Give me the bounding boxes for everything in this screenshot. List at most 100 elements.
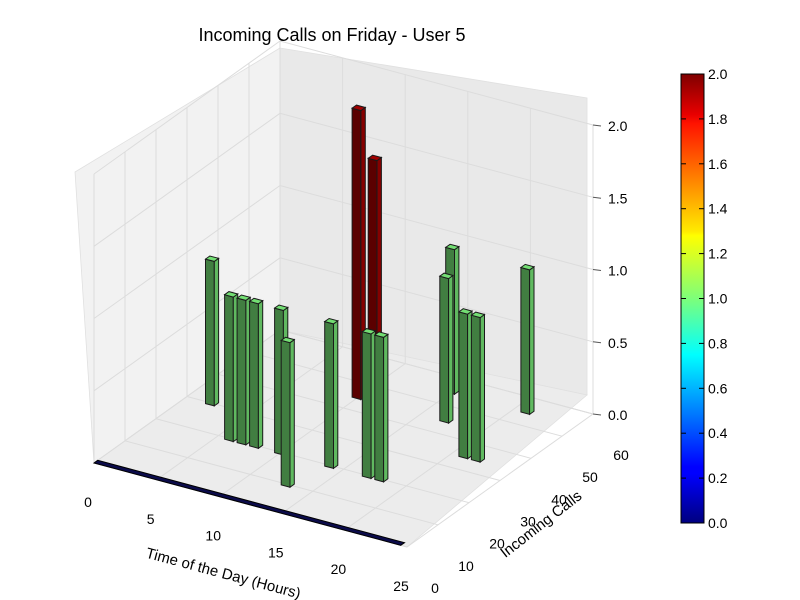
bar-side-face <box>257 299 264 450</box>
bar-side-face <box>383 333 389 483</box>
y-tick-label: 10 <box>458 558 474 574</box>
bar-top-face <box>444 243 461 251</box>
colorbar-tick-label: 1.4 <box>708 201 728 217</box>
colorbar-tick-label: 0.4 <box>708 425 728 441</box>
z-tick-mark <box>592 413 602 416</box>
y-tick-labels: 0 10 20 30 40 50 60 <box>431 447 629 596</box>
bar <box>519 263 536 416</box>
z-gridline <box>93 257 594 392</box>
y-tick-label: 60 <box>613 447 629 463</box>
bar-top-face <box>350 104 367 112</box>
x-tick-label: 25 <box>393 578 409 594</box>
bar-side-face <box>289 338 295 489</box>
bar-top-face <box>223 291 239 298</box>
colorbar-tick-label: 1.8 <box>708 111 728 127</box>
bar-front-face <box>249 300 259 449</box>
bar-top-face <box>470 311 486 319</box>
bar-front-face <box>224 294 234 443</box>
y-axis-label: Incoming Calls <box>497 487 585 561</box>
bar <box>204 255 220 407</box>
bar-top-face <box>373 331 390 338</box>
z-tick-mark <box>592 124 602 127</box>
bar <box>323 317 339 470</box>
x-tick-label: 0 <box>84 494 92 510</box>
colorbar-tick-label: 0.6 <box>708 380 728 396</box>
bar-front-face <box>361 331 372 480</box>
bar-top-face <box>367 154 383 162</box>
bar-front-face <box>236 297 247 446</box>
bar-front-face <box>205 258 215 407</box>
z-gridline <box>93 112 594 247</box>
bar-top-face <box>235 294 252 301</box>
y-tick-label: 30 <box>520 514 536 530</box>
colorbar-tick-label: 0.2 <box>708 470 728 486</box>
bar-front-face <box>374 334 385 483</box>
y-tick-label: 40 <box>551 491 567 507</box>
z-tick-label: 2.0 <box>608 118 628 134</box>
bar-side-face <box>454 245 460 396</box>
z-gridline <box>93 40 594 175</box>
bar-top-face <box>248 297 264 305</box>
colorbar-tick-label: 1.0 <box>708 291 728 307</box>
x-tick-label: 5 <box>147 511 155 527</box>
bar-top-face <box>457 308 474 315</box>
colorbar: 0.0 0.2 0.4 0.6 0.8 1.0 1.2 1.4 1.6 1.8 2.0 <box>680 66 728 531</box>
bar-front-face <box>324 320 334 470</box>
z-tick-label: 1.0 <box>608 263 628 279</box>
bar-front-face <box>520 266 531 416</box>
y-tick-label: 20 <box>489 536 505 552</box>
bar-top-face <box>280 336 296 344</box>
z-tick-label: 1.5 <box>608 190 628 206</box>
x-tick-label: 15 <box>268 544 284 560</box>
z-tick-mark <box>592 269 602 271</box>
bar-top-face <box>323 317 339 325</box>
z-gridline <box>93 184 594 319</box>
colorbar-tick-label: 0.8 <box>708 335 728 351</box>
z-tick-labels: 0.0 0.5 1.0 1.5 2.0 <box>592 118 628 423</box>
bar <box>457 308 474 460</box>
y-tick-label: 50 <box>582 469 598 485</box>
bar-front-face <box>458 311 469 460</box>
z-tick-mark <box>592 196 602 199</box>
colorbar-tick-label: 2.0 <box>708 66 728 82</box>
bar <box>235 294 252 446</box>
z-tick-mark <box>592 341 602 344</box>
x-tick-labels: 0 5 10 15 20 25 <box>84 494 409 594</box>
bar <box>361 328 377 480</box>
colorbar-ticks: 0.0 0.2 0.4 0.6 0.8 1.0 1.2 1.4 1.6 1.8 2.0 <box>681 66 728 531</box>
bar-side-face <box>479 313 485 464</box>
bar-side-face <box>213 257 220 407</box>
bar-front-face <box>470 314 481 463</box>
baseline-bar <box>92 459 406 546</box>
bar-top-face <box>361 328 377 335</box>
bar <box>223 291 239 443</box>
bar-side-face <box>333 319 339 470</box>
bar <box>248 297 264 450</box>
x-tick-label: 20 <box>331 561 347 577</box>
bar-top-face <box>204 255 220 262</box>
bar-front-face <box>351 107 362 401</box>
bar-front-face <box>439 275 450 424</box>
colorbar-tick-label: 1.6 <box>708 156 728 172</box>
bar <box>373 331 390 483</box>
bar-top-face <box>273 304 289 312</box>
bars <box>204 104 536 489</box>
x-tick-label: 10 <box>205 528 221 544</box>
bar-top-face <box>519 263 536 271</box>
bar <box>438 272 455 425</box>
bar-side-face <box>529 265 535 416</box>
z-tick-label: 0.5 <box>608 335 628 351</box>
bar-top-face <box>438 272 455 280</box>
y-tick-label: 0 <box>431 580 439 596</box>
axis-panes <box>74 47 588 548</box>
colorbar-tick-label: 1.2 <box>708 246 728 262</box>
bar <box>280 336 296 489</box>
z-tick-label: 0.0 <box>608 407 628 423</box>
bar-front-face <box>280 339 291 488</box>
bar <box>470 311 486 464</box>
colorbar-tick-label: 0.0 <box>708 515 728 531</box>
bar-side-face <box>448 274 454 425</box>
chart-title: Incoming Calls on Friday - User 5 <box>198 25 465 45</box>
zero-height-bars-strip <box>92 459 406 546</box>
